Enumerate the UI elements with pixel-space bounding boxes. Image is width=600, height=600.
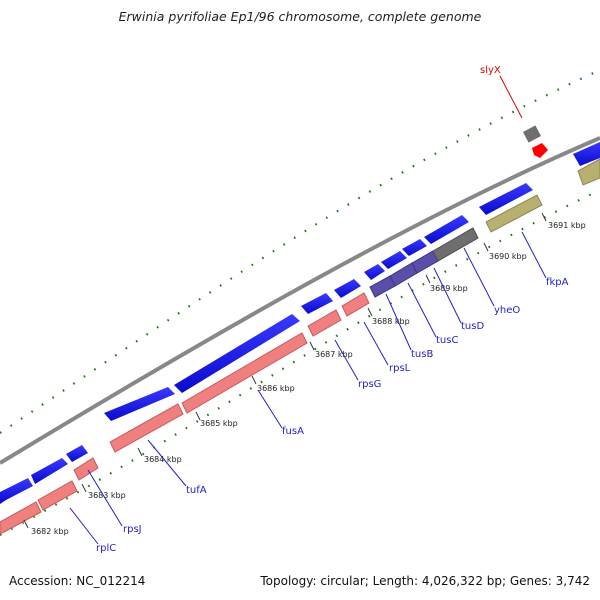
kbp-label-5: 3686 kbp [257,384,295,393]
kbp-tick-6 [309,341,315,351]
kbp-label-7: 3688 kbp [372,317,410,326]
gene-label-rplC: rplC [96,543,116,554]
gene-arrow-fwd-5 [174,314,300,393]
cds-pink-1 [0,501,42,535]
cds-features [0,125,600,535]
cds-olive-1 [485,194,543,233]
gene-label-fkpA: fkpA [546,277,569,288]
accession-text: Accession: NC_012214 [9,574,146,588]
cds-pink-7 [341,292,370,317]
gene-arrow-fwd-11 [424,215,469,244]
gc-track-outer [0,68,600,434]
gene-label-slyX: slyX [480,65,501,76]
cds-pink-6 [307,309,342,337]
kbp-tick-4 [195,411,201,421]
cds-pink-3 [73,457,99,481]
gene-labels: rplC rpsJ tufA fusA rpsG rpsL tusB tusC … [96,65,569,554]
kbp-tick-10 [541,212,547,222]
gene-arrow-fwd-1 [0,478,33,504]
gene-arrow-fwd-2 [31,458,68,484]
cds-gray-1 [432,227,479,262]
leader-rpsG [334,339,359,381]
gc-track-inner [0,189,600,536]
gene-arrow-fwd-6 [301,293,333,314]
kbp-tick-3 [137,447,143,457]
kbp-label-2: 3683 kbp [88,491,126,500]
gene-label-rpsJ: rpsJ [123,524,142,535]
kbp-ruler-ticks [23,212,547,529]
cds-purple-2 [389,262,418,287]
cds-pink-2 [37,480,78,511]
kbp-label-4: 3685 kbp [200,419,238,428]
gene-arrow-fwd-3 [66,445,88,462]
gene-label-tusB: tusB [411,349,433,360]
kbp-label-1: 3682 kbp [31,527,69,536]
leader-tusD [433,267,462,324]
leader-rpsJ [87,469,123,527]
gene-arrow-fwd-8 [364,264,385,280]
cds-pink-5 [181,332,308,414]
leader-fkpA [521,231,547,279]
leader-slyX [499,75,523,119]
leader-rpsL [363,321,389,366]
gene-arrow-fwd-7 [334,279,361,298]
gene-label-tusC: tusC [436,335,458,346]
gene-leader-lines [69,75,547,545]
kbp-tick-8 [425,274,431,284]
gene-slyX-marker [532,143,548,158]
gene-label-tusD: tusD [461,321,484,332]
map-title: Erwinia pyrifoliae Ep1/96 chromosome, co… [118,9,482,24]
cds-gray-small [523,125,541,143]
forward-strand-genes [0,142,600,504]
leader-fusA [257,389,283,429]
gene-arrow-fwd-9 [381,251,407,269]
kbp-labels: 3682 kbp 3683 kbp 3684 kbp 3685 kbp 3686… [31,221,586,536]
gene-label-rpsG: rpsG [358,379,381,390]
gene-arrow-fwd-13 [573,142,600,166]
gene-label-tufA: tufA [186,485,207,496]
kbp-label-8: 3689 kbp [430,284,468,293]
gene-label-fusA: fusA [282,426,304,437]
leader-yheO [463,247,495,307]
kbp-label-10: 3691 kbp [548,221,586,230]
gc-dotted-tracks [0,68,600,536]
leader-tusC [407,282,437,338]
gene-arrow-fwd-10 [402,239,427,256]
gene-label-rpsL: rpsL [389,363,411,374]
kbp-label-9: 3690 kbp [489,252,527,261]
leader-tusB [385,293,412,351]
kbp-tick-9 [483,242,489,252]
kbp-tick-2 [81,483,87,493]
kbp-tick-5 [251,375,257,385]
cds-pink-4 [109,403,184,453]
leader-rplC [69,507,99,545]
kbp-label-3: 3684 kbp [144,455,182,464]
gene-label-yheO: yheO [494,305,520,316]
genome-backbone [0,136,600,465]
kbp-label-6: 3687 kbp [315,350,353,359]
gene-arrow-fwd-12 [479,183,533,215]
kbp-tick-7 [367,307,373,317]
gene-arrow-fwd-4 [104,387,175,421]
leader-tufA [147,439,187,487]
kbp-tick-1 [23,519,29,529]
genome-summary-text: Topology: circular; Length: 4,026,322 bp… [260,574,590,588]
cds-olive-2 [577,158,600,186]
